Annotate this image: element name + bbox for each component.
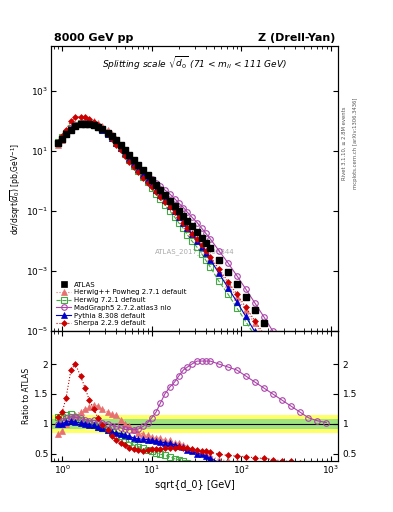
X-axis label: sqrt{d_0} [GeV]: sqrt{d_0} [GeV] xyxy=(155,479,234,489)
ATLAS xyxy=(261,319,266,326)
Text: Z (Drell-Yan): Z (Drell-Yan) xyxy=(258,33,335,43)
ATLAS xyxy=(189,223,194,229)
Text: mcplots.cern.ch [arXiv:1306.3436]: mcplots.cern.ch [arXiv:1306.3436] xyxy=(353,98,358,189)
Bar xyxy=(51,419,338,429)
ATLAS xyxy=(100,126,105,132)
ATLAS xyxy=(306,391,311,397)
ATLAS xyxy=(154,182,159,188)
Y-axis label: d$\sigma$/dsqrt($\overline{d_0}$) [pb,GeV$^{-1}$]: d$\sigma$/dsqrt($\overline{d_0}$) [pb,Ge… xyxy=(8,142,23,235)
ATLAS xyxy=(141,167,145,173)
ATLAS xyxy=(114,137,119,143)
ATLAS xyxy=(181,213,186,219)
ATLAS xyxy=(110,133,114,139)
ATLAS xyxy=(87,121,92,127)
ATLAS xyxy=(127,152,132,158)
ATLAS xyxy=(195,229,199,235)
ATLAS xyxy=(226,269,230,275)
ATLAS xyxy=(279,347,284,353)
ATLAS xyxy=(95,123,100,130)
ATLAS xyxy=(185,218,190,224)
ATLAS xyxy=(136,162,141,168)
Text: Splitting scale $\sqrt{d_0}$ (71 < m$_{ll}$ < 111 GeV): Splitting scale $\sqrt{d_0}$ (71 < m$_{l… xyxy=(102,55,287,72)
Text: Rivet 3.1.10, ≥ 2.8M events: Rivet 3.1.10, ≥ 2.8M events xyxy=(342,106,346,180)
ATLAS xyxy=(158,187,163,193)
ATLAS xyxy=(176,208,181,214)
ATLAS xyxy=(105,130,110,136)
ATLAS xyxy=(83,120,88,126)
ATLAS xyxy=(149,177,154,183)
Y-axis label: Ratio to ATLAS: Ratio to ATLAS xyxy=(22,368,31,424)
ATLAS xyxy=(297,375,302,381)
ATLAS xyxy=(92,122,96,128)
ATLAS xyxy=(145,172,150,178)
ATLAS xyxy=(270,333,275,339)
ATLAS xyxy=(324,425,329,431)
ATLAS xyxy=(168,198,173,204)
ATLAS xyxy=(172,202,177,208)
Text: ATLAS_2017_I1599844: ATLAS_2017_I1599844 xyxy=(155,248,234,255)
Legend: ATLAS, Herwig++ Powheg 2.7.1 default, Herwig 7.2.1 default, MadGraph5 2.7.2.atla: ATLAS, Herwig++ Powheg 2.7.1 default, He… xyxy=(55,280,188,328)
Line: ATLAS: ATLAS xyxy=(55,121,329,431)
ATLAS xyxy=(252,307,257,313)
ATLAS xyxy=(217,257,221,263)
ATLAS xyxy=(163,192,167,198)
ATLAS xyxy=(208,245,213,251)
ATLAS xyxy=(60,136,64,142)
ATLAS xyxy=(78,121,83,127)
ATLAS xyxy=(315,407,320,413)
ATLAS xyxy=(56,140,61,146)
ATLAS xyxy=(235,281,239,287)
ATLAS xyxy=(132,157,136,163)
ATLAS xyxy=(118,142,123,148)
ATLAS xyxy=(64,131,68,137)
ATLAS xyxy=(73,123,78,130)
Bar xyxy=(51,415,338,433)
Text: 8000 GeV pp: 8000 GeV pp xyxy=(54,33,133,43)
ATLAS xyxy=(199,234,204,241)
ATLAS xyxy=(69,126,73,133)
ATLAS xyxy=(123,147,127,153)
ATLAS xyxy=(203,240,208,246)
ATLAS xyxy=(243,294,248,300)
ATLAS xyxy=(288,361,293,367)
